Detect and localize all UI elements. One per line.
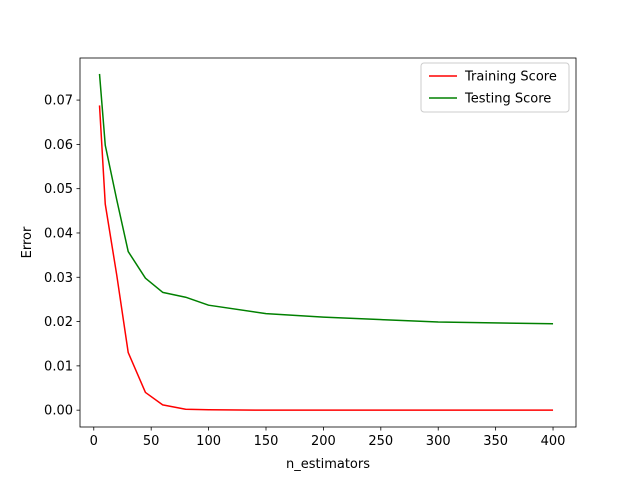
x-tick-label: 250: [368, 434, 393, 449]
y-tick-label: 0.01: [44, 359, 73, 374]
series-line-2: [98, 73, 554, 325]
x-axis-label: n_estimators: [286, 457, 370, 472]
legend-box: [420, 62, 570, 113]
y-axis-label: Error: [20, 226, 35, 258]
plot-area: [98, 73, 554, 411]
x-tick-label: 150: [254, 434, 279, 449]
y-tick-label: 0.04: [44, 226, 73, 241]
legend-label-2: Testing Score: [464, 92, 551, 107]
y-tick-label: 0.07: [44, 94, 73, 109]
axes: 0 50 100 150 200 250 300 350 400 0.00 0.01 0.02 0.03…: [44, 57, 577, 449]
legend-label-1: Training Score: [464, 70, 557, 85]
y-tick-label: 0.00: [44, 404, 73, 419]
x-tick-label: 400: [541, 434, 566, 449]
x-tick-label: 50: [143, 434, 160, 449]
y-tick-label: 0.02: [44, 315, 73, 330]
axes-frame: [79, 57, 577, 428]
x-tick-label: 350: [483, 434, 508, 449]
x-tick-label: 100: [196, 434, 221, 449]
y-tick-label: 0.05: [44, 182, 73, 197]
x-tick-label: 300: [426, 434, 451, 449]
series-line-1: [98, 105, 554, 411]
x-tick-label: 0: [90, 434, 98, 449]
y-tick-label: 0.06: [44, 138, 73, 153]
legend: Training Score Testing Score: [420, 62, 570, 113]
y-tick-label: 0.03: [44, 271, 73, 286]
x-tick-label: 200: [311, 434, 336, 449]
